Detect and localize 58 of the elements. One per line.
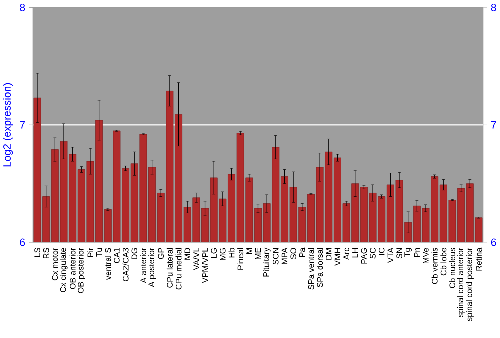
- y-tick-label: 8: [20, 4, 26, 12]
- x-tick-label: Cb nucleus: [449, 248, 456, 288]
- x-tick-label: Retina: [476, 248, 482, 271]
- x-tick-label: IC: [378, 248, 385, 256]
- x-tick-label: spinal cord posterior: [466, 248, 474, 322]
- x-tick-label: Tg: [404, 248, 412, 258]
- x-tick-label: SN: [396, 248, 402, 259]
- x-tick-label: CA1: [114, 248, 120, 264]
- y-tick-label: 7: [20, 121, 26, 129]
- x-tick-label: Tu: [96, 248, 102, 257]
- x-tick-label: OB anterior: [70, 248, 76, 290]
- x-tick-label: Cx motor: [52, 248, 58, 280]
- y-tick-label: 6: [20, 238, 26, 246]
- x-tick-label: ME: [255, 248, 262, 260]
- x-tick-label: Arc: [344, 248, 350, 260]
- x-tick-label: VMH: [334, 248, 341, 266]
- x-tick-label: Pineal: [238, 248, 244, 270]
- x-tick-label: M: [246, 248, 252, 254]
- x-tick-label: Cb lobe: [440, 248, 447, 276]
- x-tick-label: Cb vermis: [432, 248, 438, 284]
- x-tick-label: ventral S: [105, 248, 112, 280]
- x-tick-label: MPA: [282, 248, 288, 264]
- x-tick-label: Hb: [228, 248, 235, 258]
- x-tick-label: OB posterior: [78, 248, 86, 294]
- x-tick-label: SCN: [273, 248, 279, 265]
- x-tick-label: MD: [184, 248, 190, 260]
- y2-tick-label: 7: [491, 121, 496, 129]
- x-tick-label: VA/VL: [193, 248, 200, 270]
- y2-tick-label: 6: [491, 238, 496, 246]
- x-tick-label: Cx cingulate: [60, 248, 68, 292]
- y2-tick-label: 8: [491, 4, 496, 12]
- x-tick-label: SPa ventral: [308, 248, 314, 290]
- x-tick-label: spinal cord anterior: [458, 248, 466, 318]
- x-tick-label: LH: [352, 248, 358, 258]
- x-tick-label: VPM/VPL: [202, 248, 208, 284]
- x-tick-label: SO: [290, 248, 296, 260]
- x-tick-label: CPu medial: [176, 248, 182, 290]
- x-tick-label: LG: [211, 248, 217, 258]
- x-tick-label: DG: [132, 248, 138, 260]
- x-tick-label: SPa dorsal: [317, 248, 324, 288]
- x-tick-label: Pir: [88, 248, 94, 258]
- x-tick-label: A anterior: [140, 248, 146, 284]
- x-tick-label: Pa: [300, 248, 306, 258]
- x-tick-label: VTA: [388, 248, 394, 263]
- x-tick-label: Pn: [414, 248, 420, 258]
- x-tick-label: MG: [220, 248, 226, 260]
- x-tick-label: GP: [158, 248, 164, 260]
- x-tick-label: MVe: [423, 248, 429, 264]
- x-tick-label: LS: [34, 248, 40, 258]
- x-tick-label: Pituitary: [263, 248, 271, 277]
- x-tick-label: DM: [326, 248, 332, 260]
- x-tick-label: SC: [370, 248, 376, 259]
- x-tick-label: RS: [43, 248, 50, 258]
- x-tick-label: CA2/CA3: [122, 248, 129, 282]
- y-axis-title: Log2 (expression): [3, 83, 14, 167]
- x-tick-label: A posterior: [148, 248, 156, 288]
- x-tick-label: PAG: [361, 248, 368, 264]
- x-tick-label: CPu lateral: [166, 248, 173, 288]
